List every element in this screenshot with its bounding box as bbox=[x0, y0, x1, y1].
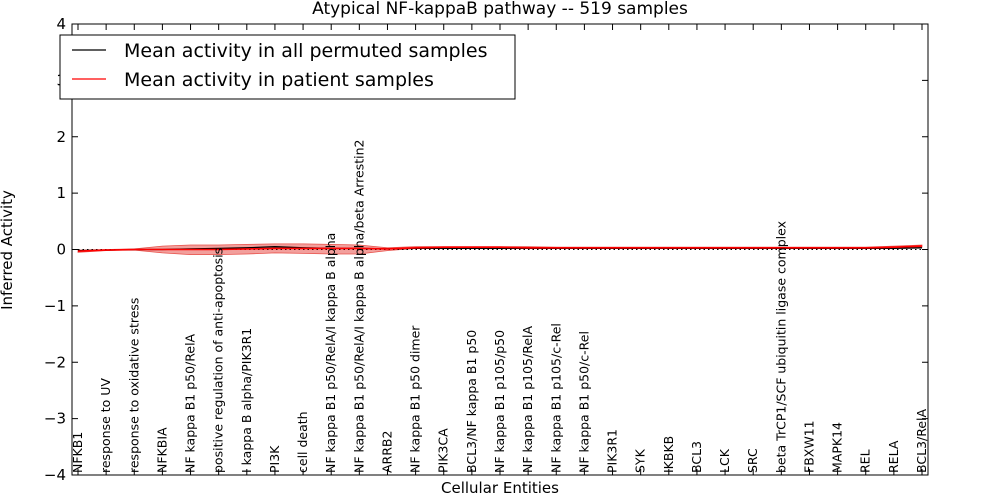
x-tick-label: NF kappa B1 p105/c-Rel bbox=[548, 323, 563, 473]
y-tick-label: 2 bbox=[56, 128, 66, 146]
x-tick-label: response to oxidative stress bbox=[126, 298, 141, 473]
x-tick-label: SYK bbox=[633, 448, 648, 473]
legend: Mean activity in all permuted samples Me… bbox=[59, 34, 516, 100]
x-tick-label: NFKB1 bbox=[70, 432, 85, 473]
x-tick-label: beta TrCP1/SCF ubiquitin ligase complex bbox=[773, 221, 788, 473]
x-tick-label: BCL3/NF kappa B1 p50 bbox=[464, 330, 479, 473]
y-axis-label: Inferred Activity bbox=[0, 190, 16, 310]
x-tick-label: RELA bbox=[886, 440, 901, 473]
y-tick-label: −4 bbox=[44, 466, 66, 484]
y-tick-label: 0 bbox=[56, 241, 66, 259]
series-line-patient bbox=[77, 245, 923, 252]
x-axis-tick-labels: NFKB1 response to UV response to oxidative… bbox=[70, 140, 929, 474]
x-tick-label: response to UV bbox=[98, 378, 113, 473]
x-tick-label: BCL3/RelA bbox=[914, 409, 929, 473]
confidence-band-layer bbox=[77, 243, 923, 255]
x-tick-label: NF kappa B1 p105/RelA bbox=[520, 326, 535, 473]
series-line-layer bbox=[77, 245, 923, 252]
x-tick-label: NF kappa B1 p50 dimer bbox=[408, 325, 423, 473]
y-tick-label: −3 bbox=[44, 410, 66, 428]
x-tick-label: cell death bbox=[295, 411, 310, 473]
x-tick-label: NF kappa B1 p50/RelA/I kappa B alpha bbox=[323, 233, 338, 473]
x-tick-label: LCK bbox=[717, 448, 732, 473]
y-tick-label: 4 bbox=[56, 15, 66, 33]
legend-label-permuted: Mean activity in all permuted samples bbox=[124, 40, 487, 62]
x-tick-label: NF kappa B1 p50/RelA bbox=[183, 333, 198, 473]
x-tick-label: NF kappa B1 p105/p50 bbox=[492, 330, 507, 473]
x-tick-label: FBXW11 bbox=[802, 420, 817, 473]
x-tick-label: NF kappa B1 p50/RelA/I kappa B alpha/bet… bbox=[351, 140, 366, 474]
chart-title: Atypical NF-kappaB pathway -- 519 sample… bbox=[312, 0, 688, 19]
confidence-band bbox=[77, 243, 923, 255]
x-tick-label: SRC bbox=[745, 448, 760, 473]
x-tick-label: PIK3CA bbox=[436, 428, 451, 473]
x-axis-ticks bbox=[77, 24, 923, 475]
x-tick-label: I kappa B alpha/PIK3R1 bbox=[239, 328, 254, 473]
x-tick-label: IKBKB bbox=[661, 436, 676, 473]
x-tick-label: NFKBIA bbox=[154, 427, 169, 473]
x-tick-label: NF kappa B1 p50/c-Rel bbox=[576, 331, 591, 473]
x-tick-label: positive regulation of anti-apoptosis bbox=[211, 248, 226, 473]
y-tick-label: −2 bbox=[44, 353, 66, 371]
x-tick-label: REL bbox=[858, 449, 873, 473]
x-tick-label: PI3K bbox=[267, 445, 282, 473]
x-tick-label: BCL3 bbox=[689, 441, 704, 473]
y-tick-label: −1 bbox=[44, 297, 66, 315]
x-axis-label: Cellular Entities bbox=[441, 479, 559, 497]
x-tick-label: PIK3R1 bbox=[605, 429, 620, 473]
legend-label-patient: Mean activity in patient samples bbox=[124, 69, 434, 91]
legend-box bbox=[59, 34, 516, 100]
x-tick-label: ARRB2 bbox=[380, 431, 395, 473]
x-tick-label: MAPK14 bbox=[830, 422, 845, 473]
y-tick-label: 1 bbox=[56, 184, 66, 202]
